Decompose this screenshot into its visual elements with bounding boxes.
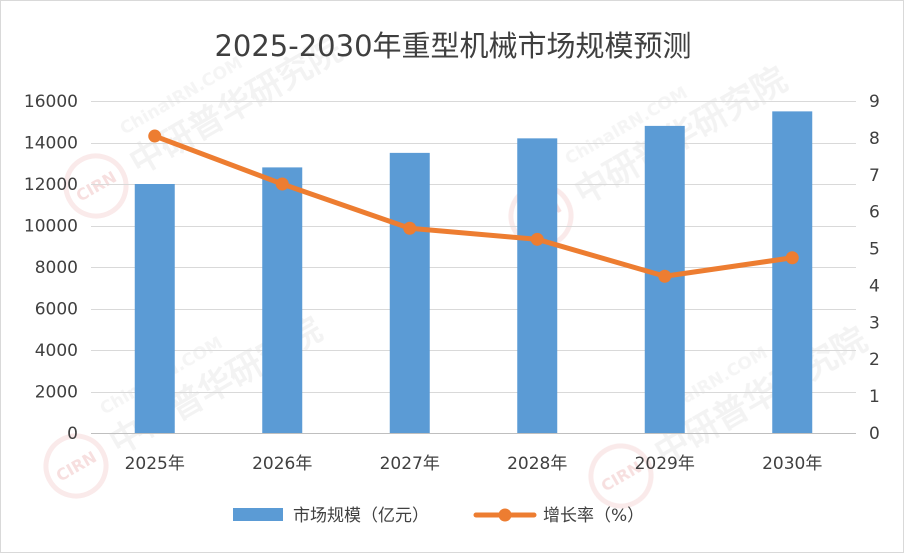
x-tick-label: 2028年 (507, 454, 567, 474)
left-tick-label: 12000 (24, 175, 78, 195)
watermark-logo-ring (63, 153, 129, 219)
bar (517, 138, 558, 433)
right-tick-label: 2 (869, 350, 880, 370)
x-tick-label: 2026年 (252, 454, 312, 474)
x-tick-label: 2029年 (635, 454, 695, 474)
left-tick-label: 2000 (35, 383, 78, 403)
legend-label-bar: 市场规模（亿元） (293, 506, 429, 526)
right-tick-label: 9 (869, 92, 880, 112)
x-axis-ticks: 2025年 2026年 2027年 2028年 2029年 2030年 (125, 454, 823, 474)
bar (134, 184, 175, 433)
left-tick-label: 0 (67, 424, 78, 444)
left-axis-ticks: 0 2000 4000 6000 8000 10000 12000 14000 16000 (24, 92, 78, 444)
right-tick-label: 5 (869, 240, 880, 260)
right-tick-label: 1 (869, 387, 880, 407)
line-point (275, 177, 289, 191)
legend-label-line: 增长率（%） (543, 506, 644, 526)
x-tick-label: 2025年 (125, 454, 185, 474)
chart-title: 2025-2030年重型机械市场规模预测 (214, 29, 692, 63)
right-axis-ticks: 0 1 2 3 4 5 6 7 8 9 (869, 92, 880, 444)
gridlines (91, 101, 856, 434)
line-point (530, 232, 544, 246)
line-point (658, 269, 672, 283)
right-tick-label: 6 (869, 203, 880, 223)
right-tick-label: 7 (869, 166, 880, 186)
right-tick-label: 0 (869, 424, 880, 444)
line-point (785, 251, 799, 265)
left-tick-label: 14000 (24, 134, 78, 154)
watermark-logo-ring (43, 433, 109, 499)
bar (262, 167, 303, 433)
x-tick-label: 2027年 (380, 454, 440, 474)
legend-line-marker (498, 508, 512, 522)
left-tick-label: 4000 (35, 341, 78, 361)
left-tick-label: 10000 (24, 217, 78, 237)
line-point (148, 129, 162, 143)
legend: 市场规模（亿元） 增长率（%） (233, 506, 644, 526)
x-tick-label: 2030年 (762, 454, 822, 474)
watermark-logo-ring (588, 443, 654, 509)
bar (389, 152, 430, 433)
line-series (148, 129, 799, 283)
right-tick-label: 3 (869, 313, 880, 333)
left-tick-label: 8000 (35, 258, 78, 278)
bar (772, 111, 813, 433)
right-tick-label: 8 (869, 129, 880, 149)
left-tick-label: 16000 (24, 92, 78, 112)
line-point (403, 221, 417, 235)
watermark-logo-text: CIRN (53, 447, 100, 485)
left-tick-label: 6000 (35, 300, 78, 320)
line-path (152, 133, 795, 279)
bar-series (134, 111, 813, 434)
watermark-logo-text: CIRN (73, 167, 120, 205)
right-tick-label: 4 (869, 276, 880, 296)
legend-bar-swatch (233, 508, 283, 521)
